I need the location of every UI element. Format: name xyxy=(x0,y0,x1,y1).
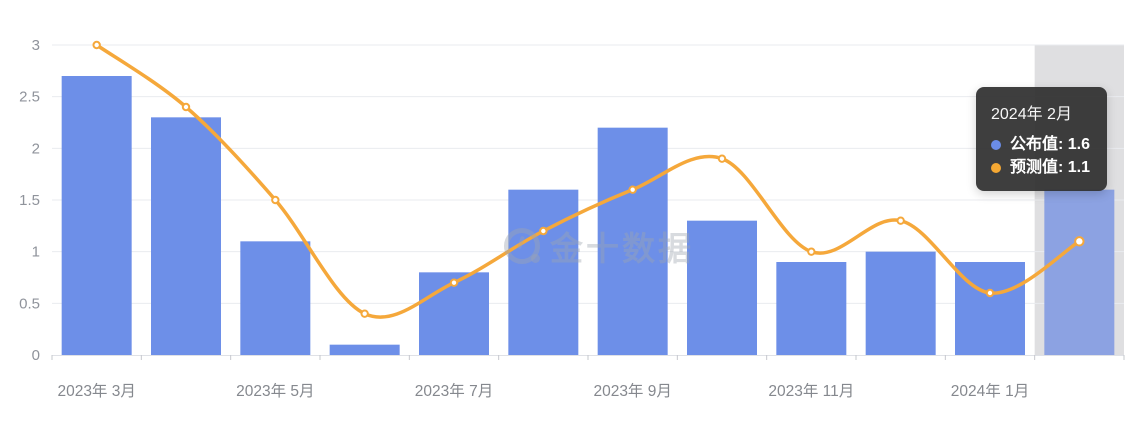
forecast-point-2024年 1月[interactable] xyxy=(985,288,995,298)
forecast-point-2023年 9月[interactable] xyxy=(628,185,637,194)
forecast-point-2023年 12月[interactable] xyxy=(896,216,905,225)
y-axis-label: 2 xyxy=(32,140,40,157)
y-axis-label: 2.5 xyxy=(19,89,40,106)
forecast-point-2023年 5月[interactable] xyxy=(271,195,280,205)
forecast-point-2023年 11月[interactable] xyxy=(807,247,816,256)
x-axis-label: 2024年 1月 xyxy=(951,382,1029,400)
forecast-point-2023年 4月[interactable] xyxy=(181,102,191,112)
y-axis-label: 1.5 xyxy=(19,192,40,209)
x-axis-label: 2023年 11月 xyxy=(768,382,854,400)
tooltip-row-forecast: 预测值: 1.1 xyxy=(991,156,1090,179)
x-axis-label: 2023年 9月 xyxy=(593,382,671,400)
tooltip-title: 2024年 2月 xyxy=(991,106,1072,123)
x-axis-label: 2023年 7月 xyxy=(415,382,493,400)
bar-2023年 6月[interactable] xyxy=(329,344,400,355)
forecast-point-2023年 8月[interactable] xyxy=(539,226,548,236)
y-axis-label: 1 xyxy=(32,244,40,261)
forecast-point-2023年 3月[interactable] xyxy=(92,40,101,50)
y-axis-label: 0 xyxy=(32,347,40,364)
forecast-line xyxy=(94,43,1082,319)
bar-2023年 11月[interactable] xyxy=(776,262,847,355)
bar-2023年 8月[interactable] xyxy=(508,189,579,355)
bar-2023年 5月[interactable] xyxy=(240,241,311,355)
forecast-point-2023年 10月[interactable] xyxy=(717,154,727,163)
bar-2023年 12月[interactable] xyxy=(865,251,936,355)
tooltip-published-text: 公布值: 1.6 xyxy=(1010,136,1091,153)
forecast-point-2023年 6月[interactable] xyxy=(360,309,369,318)
bar-2023年 10月[interactable] xyxy=(687,220,757,355)
published-dot xyxy=(991,139,1001,150)
forecast-point-2023年 7月[interactable] xyxy=(449,278,459,287)
bar-2023年 3月[interactable] xyxy=(61,76,132,355)
tooltip-row-published: 公布值: 1.6 xyxy=(991,133,1090,156)
y-axis-label: 3 xyxy=(32,37,40,54)
bar-2023年 4月[interactable] xyxy=(151,117,221,355)
y-axis-label: 0.5 xyxy=(19,295,40,312)
x-axis-label: 2023年 3月 xyxy=(57,382,135,400)
x-axis-label: 2023年 5月 xyxy=(236,382,314,400)
tooltip-forecast-text: 预测值: 1.1 xyxy=(1010,159,1091,176)
forecast-dot xyxy=(991,162,1001,173)
forecast-point-2024年 2月[interactable] xyxy=(1074,236,1085,247)
bar-2024年 1月[interactable] xyxy=(955,262,1025,355)
tooltip: 2024年 2月 公布值: 1.6 预测值: 1.1 xyxy=(976,87,1108,191)
bar-2024年 2月[interactable] xyxy=(1044,189,1115,355)
bar-2023年 9月[interactable] xyxy=(597,127,668,356)
